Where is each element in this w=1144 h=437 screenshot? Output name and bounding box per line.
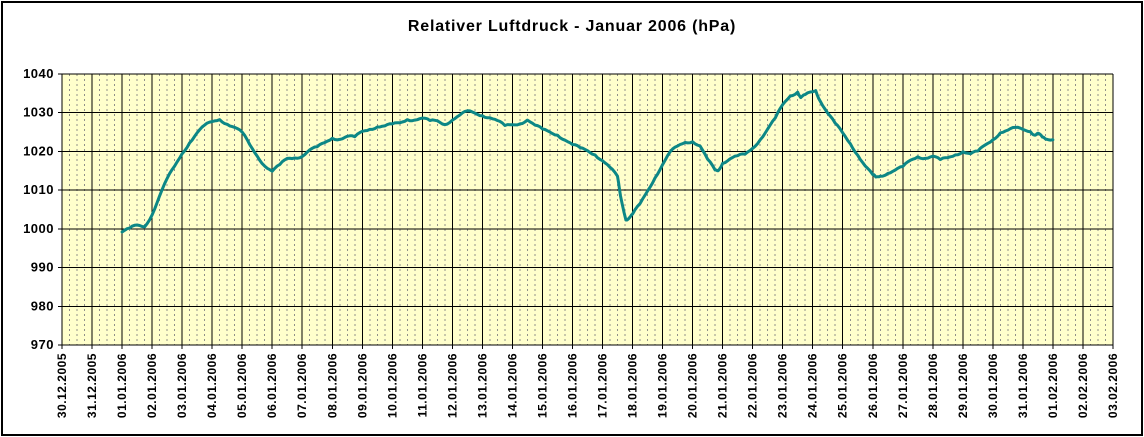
x-axis-label: 31.12.2005 xyxy=(85,353,99,418)
y-axis-label: 1000 xyxy=(23,221,54,236)
x-axis-label: 30.12.2005 xyxy=(55,353,69,418)
x-axis-label: 29.01.2006 xyxy=(956,353,970,418)
x-axis-label: 24.01.2006 xyxy=(806,353,820,418)
y-axis-label: 1020 xyxy=(23,143,54,158)
x-axis-label: 13.01.2006 xyxy=(475,353,489,418)
x-axis-label: 01.02.2006 xyxy=(1046,353,1060,418)
x-axis-label: 16.01.2006 xyxy=(565,353,579,418)
y-axis-label: 970 xyxy=(31,337,54,352)
x-axis-label: 26.01.2006 xyxy=(866,353,880,418)
x-axis-label: 11.01.2006 xyxy=(415,353,429,417)
y-axis-label: 980 xyxy=(31,298,54,313)
x-axis-label: 15.01.2006 xyxy=(535,353,549,418)
x-axis-label: 30.01.2006 xyxy=(986,353,1000,418)
x-axis-label: 22.01.2006 xyxy=(746,353,760,418)
x-axis-label: 25.01.2006 xyxy=(836,353,850,418)
x-axis-label: 21.01.2006 xyxy=(716,353,730,418)
x-axis-label: 01.01.2006 xyxy=(115,353,129,418)
x-axis-label: 20.01.2006 xyxy=(686,353,700,418)
x-axis-label: 27.01.2006 xyxy=(896,353,910,418)
y-axis-label: 1040 xyxy=(23,66,54,81)
x-axis-label: 09.01.2006 xyxy=(355,353,369,418)
x-axis-label: 07.01.2006 xyxy=(295,353,309,418)
y-axis-label: 990 xyxy=(31,260,54,275)
x-axis-label: 14.01.2006 xyxy=(505,353,519,418)
x-axis-label: 23.01.2006 xyxy=(776,353,790,418)
x-axis-label: 02.02.2006 xyxy=(1076,353,1090,418)
x-axis-label: 12.01.2006 xyxy=(445,353,459,418)
x-axis-label: 28.01.2006 xyxy=(926,353,940,418)
x-axis-label: 18.01.2006 xyxy=(626,353,640,418)
y-axis-label: 1030 xyxy=(23,105,54,120)
x-axis-label: 05.01.2006 xyxy=(235,353,249,418)
x-axis-label: 19.01.2006 xyxy=(656,353,670,418)
x-axis-label: 06.01.2006 xyxy=(265,353,279,418)
y-axis-label: 1010 xyxy=(23,182,54,197)
x-axis-label: 31.01.2006 xyxy=(1016,353,1030,418)
x-axis-label: 17.01.2006 xyxy=(596,353,610,418)
x-axis-label: 02.01.2006 xyxy=(145,353,159,418)
x-axis-label: 04.01.2006 xyxy=(205,353,219,418)
pressure-line xyxy=(120,89,1055,234)
x-axis-label: 03.01.2006 xyxy=(175,353,189,418)
x-axis-label: 08.01.2006 xyxy=(325,353,339,418)
x-axis-label: 03.02.2006 xyxy=(1106,353,1120,418)
chart-title: Relativer Luftdruck - Januar 2006 (hPa) xyxy=(407,18,737,35)
x-axis-label: 10.01.2006 xyxy=(385,353,399,418)
